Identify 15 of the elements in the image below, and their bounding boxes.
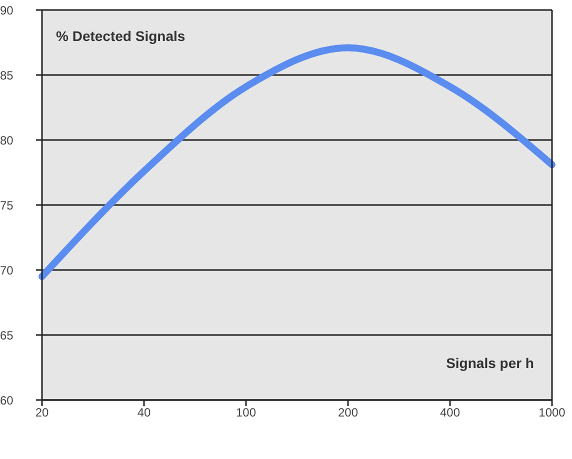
x-tick-label: 400 [440,406,460,420]
y-tick-label: 65 [0,328,14,342]
y-tick-label: 80 [0,133,14,148]
x-axis-title: Signals per h [446,355,534,371]
x-tick-label: 40 [137,406,151,420]
x-tick-label: 200 [338,406,358,420]
x-tick-label: 1000 [538,406,566,420]
text: % Detected Signals [56,28,186,44]
y-tick-label: 75 [0,198,14,212]
y-tick-label: 70 [0,263,14,278]
y-tick-label: 60 [0,393,14,408]
x-tick-label: 100 [236,406,256,420]
y-tick-label: 85 [0,68,14,82]
x-tick-label: 20 [35,406,49,420]
y-tick-label: 90 [0,3,14,18]
